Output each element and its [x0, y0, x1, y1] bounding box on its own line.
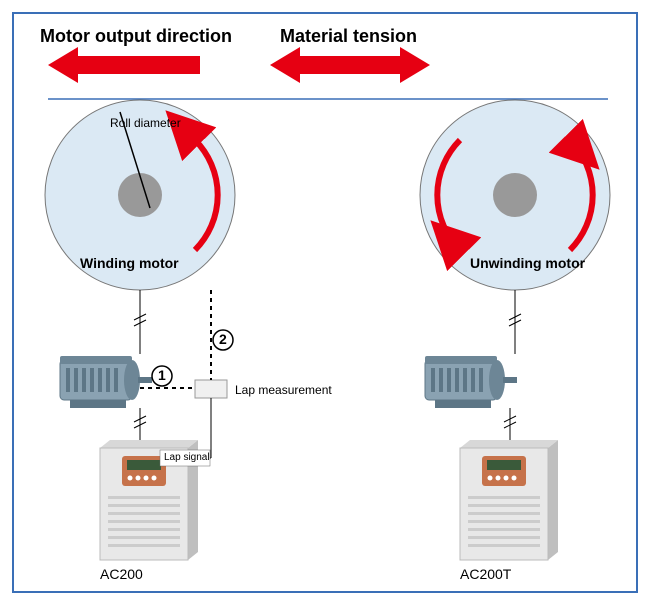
unwinding-motor-label: Unwinding motor	[470, 255, 585, 271]
roll-diameter-label: Roll diameter	[110, 116, 181, 130]
motor-output-direction-label: Motor output direction	[40, 26, 232, 47]
winding-motor-label: Winding motor	[80, 255, 179, 271]
circled-1-text: 1	[158, 367, 166, 383]
material-tension-label: Material tension	[280, 26, 417, 47]
ac200t-label: AC200T	[460, 566, 511, 582]
circled-2-text: 2	[219, 331, 227, 347]
lap-measurement-label: Lap measurement	[235, 383, 332, 397]
lap-signal-label: Lap signal	[164, 452, 210, 463]
ac200-label: AC200	[100, 566, 143, 582]
diagram-frame	[12, 12, 638, 593]
